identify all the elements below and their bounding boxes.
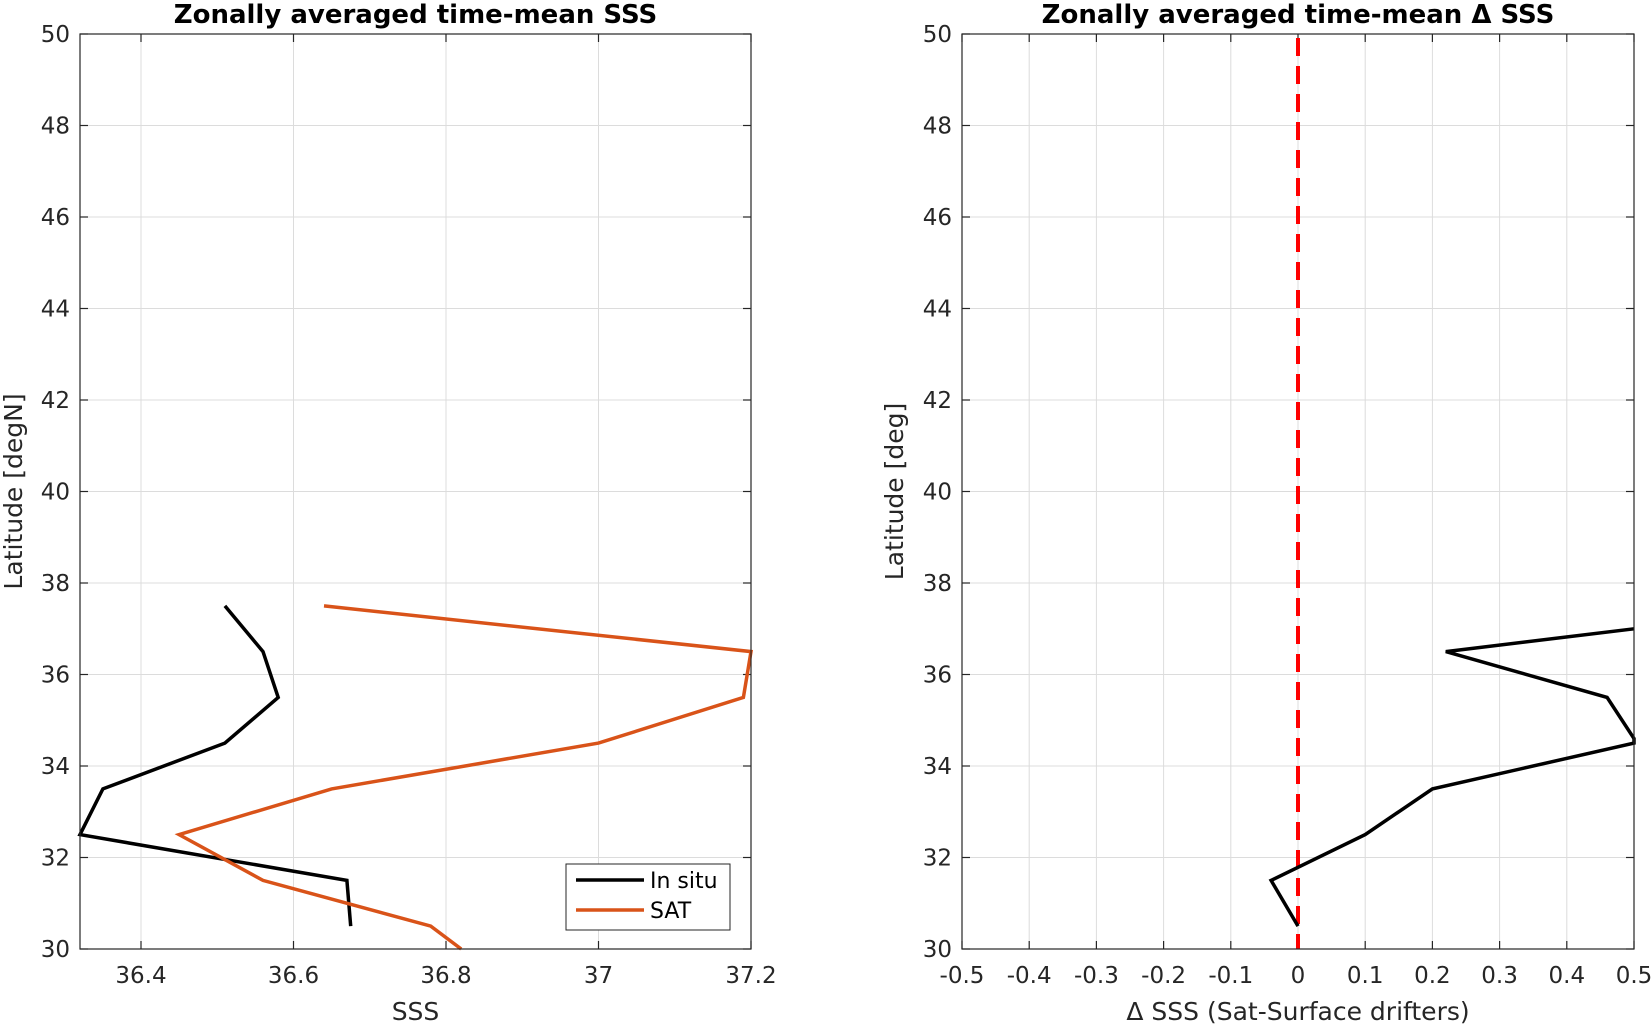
x-tick-label: 0.4 bbox=[1549, 963, 1586, 989]
x-tick-label: -0.5 bbox=[940, 963, 985, 989]
x-tick-label: 0.2 bbox=[1414, 963, 1451, 989]
sss-panel: 36.4 36.6 36.8 37 37.2 30 32 34 36 38 40 42 44 46 48 50… bbox=[0, 0, 777, 1026]
y-tick-label: 32 bbox=[923, 846, 952, 872]
y-axis-label: Latitude [degN] bbox=[0, 393, 28, 589]
x-tick-label: 0.3 bbox=[1481, 963, 1518, 989]
y-tick-label: 36 bbox=[923, 663, 952, 689]
y-tick-label: 50 bbox=[923, 22, 952, 48]
y-tick-label: 36 bbox=[41, 663, 70, 689]
series-line-sat bbox=[174, 604, 754, 951]
x-tick-label: 36.8 bbox=[420, 963, 471, 989]
axes-frame bbox=[79, 33, 752, 950]
x-axis-label: Δ SSS (Sat-Surface drifters) bbox=[1126, 997, 1469, 1026]
x-tick-label: 37 bbox=[584, 963, 613, 989]
x-tick-label: 37.2 bbox=[725, 963, 776, 989]
x-tick-label: 36.4 bbox=[115, 963, 166, 989]
grid-lines bbox=[80, 33, 752, 950]
x-tick-label: 36.6 bbox=[268, 963, 319, 989]
x-tick-label: -0.3 bbox=[1074, 963, 1119, 989]
y-axis-label: Latitude [deg] bbox=[880, 403, 909, 580]
y-tick-label: 30 bbox=[41, 937, 70, 963]
y-tick-label: 38 bbox=[41, 571, 70, 597]
legend: In situ SAT bbox=[565, 863, 731, 931]
axes-frame bbox=[961, 33, 1635, 950]
y-tick-label: 40 bbox=[41, 480, 70, 506]
y-tick-label: 50 bbox=[41, 22, 70, 48]
series-layer bbox=[77, 604, 754, 951]
y-tick-label: 32 bbox=[41, 846, 70, 872]
y-tick-label: 40 bbox=[923, 480, 952, 506]
x-tick-label: 0 bbox=[1291, 963, 1306, 989]
chart-title: Zonally averaged time-mean Δ SSS bbox=[1042, 0, 1555, 30]
y-tick-label: 44 bbox=[923, 297, 952, 323]
x-tick-label: 0.5 bbox=[1616, 963, 1651, 989]
tick-labels: -0.5 -0.4 -0.3 -0.2 -0.1 0 0.1 0.2 0.3 0.4 0.5 30 32… bbox=[923, 22, 1651, 989]
y-tick-label: 38 bbox=[923, 571, 952, 597]
tick-labels: 36.4 36.6 36.8 37 37.2 30 32 34 36 38 40 42 44 46 48 50 bbox=[41, 22, 777, 989]
y-tick-label: 46 bbox=[923, 205, 952, 231]
y-tick-label: 44 bbox=[41, 297, 70, 323]
y-tick-label: 34 bbox=[923, 754, 952, 780]
delta-sss-panel: -0.5 -0.4 -0.3 -0.2 -0.1 0 0.1 0.2 0.3 0.4 0.5 30 32… bbox=[880, 0, 1651, 1026]
y-tick-label: 42 bbox=[923, 388, 952, 414]
legend-label-sat: SAT bbox=[650, 899, 692, 924]
legend-box bbox=[565, 863, 731, 931]
series-line-in-situ bbox=[77, 604, 353, 927]
y-tick-label: 30 bbox=[923, 937, 952, 963]
y-tick-label: 48 bbox=[923, 114, 952, 140]
y-tick-label: 46 bbox=[41, 205, 70, 231]
y-tick-label: 34 bbox=[41, 754, 70, 780]
legend-label-in-situ: In situ bbox=[650, 869, 718, 894]
chart-title: Zonally averaged time-mean SSS bbox=[174, 0, 658, 30]
y-tick-label: 42 bbox=[41, 388, 70, 414]
x-tick-label: -0.1 bbox=[1208, 963, 1253, 989]
x-tick-label: -0.2 bbox=[1141, 963, 1186, 989]
x-tick-label: 0.1 bbox=[1347, 963, 1384, 989]
x-tick-label: -0.4 bbox=[1007, 963, 1052, 989]
x-axis-label: SSS bbox=[392, 997, 440, 1026]
y-tick-label: 48 bbox=[41, 114, 70, 140]
